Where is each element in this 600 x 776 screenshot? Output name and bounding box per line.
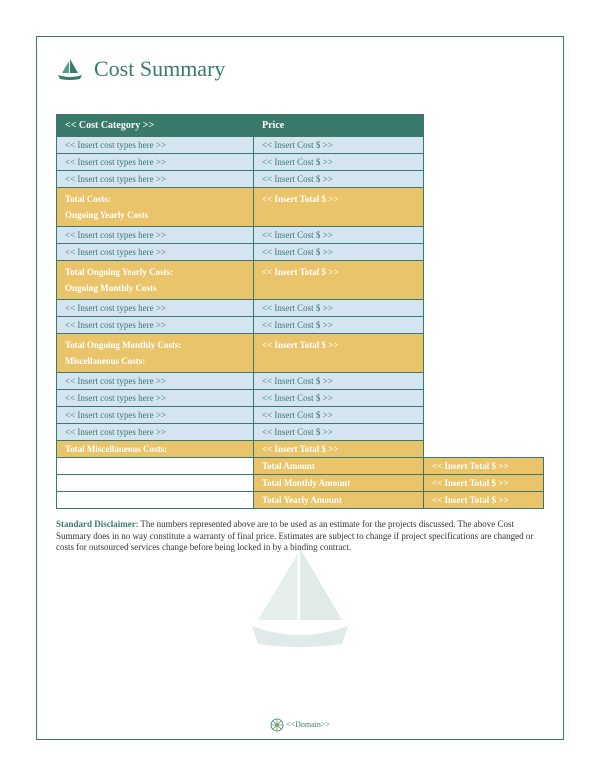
section-header-blank	[254, 207, 424, 227]
table-row: << Insert cost types here >><< Insert Co…	[57, 407, 544, 424]
summary-row: Total Amount<< Insert Total $ >>	[57, 458, 544, 475]
cost-type-cell: << Insert cost types here >>	[57, 300, 254, 317]
header-price: Price	[254, 115, 424, 137]
section-total-value: << Insert Total $ >>	[254, 188, 424, 208]
section-total-label: Total Ongoing Yearly Costs:	[57, 261, 254, 281]
cost-value-cell: << Insert Cost $ >>	[254, 227, 424, 244]
cost-type-cell: << Insert cost types here >>	[57, 227, 254, 244]
summary-value: << Insert Total $ >>	[424, 475, 544, 492]
disclaimer-title: Standard Disclaimer	[56, 519, 136, 529]
page-header: Cost Summary	[56, 56, 544, 82]
section-header-row: Ongoing Yearly Costs	[57, 207, 544, 227]
cost-value-cell: << Insert Cost $ >>	[254, 300, 424, 317]
cost-type-cell: << Insert cost types here >>	[57, 373, 254, 390]
section-header-label: Ongoing Yearly Costs	[57, 207, 254, 227]
page-content: Cost Summary << Cost Category >> Price <…	[56, 56, 544, 554]
cost-type-cell: << Insert cost types here >>	[57, 137, 254, 154]
section-total-value: << Insert Total $ >>	[254, 261, 424, 281]
summary-blank	[57, 458, 254, 475]
cost-type-cell: << Insert cost types here >>	[57, 154, 254, 171]
table-row: << Insert cost types here >><< Insert Co…	[57, 137, 544, 154]
cost-value-cell: << Insert Cost $ >>	[254, 424, 424, 441]
section-total-label: Total Miscellaneous Costs:	[57, 441, 254, 458]
cost-type-cell: << Insert cost types here >>	[57, 171, 254, 188]
summary-label: Total Amount	[254, 458, 424, 475]
sailboat-icon	[56, 57, 84, 81]
section-total-value: << Insert Total $ >>	[254, 334, 424, 354]
cost-value-cell: << Insert Cost $ >>	[254, 407, 424, 424]
table-row: << Insert cost types here >><< Insert Co…	[57, 171, 544, 188]
section-total-label: Total Ongoing Monthly Costs:	[57, 334, 254, 354]
table-row: << Insert cost types here >><< Insert Co…	[57, 373, 544, 390]
table-row: << Insert cost types here >><< Insert Co…	[57, 300, 544, 317]
section-header-label: Miscellaneous Costs:	[57, 353, 254, 373]
page-title: Cost Summary	[94, 56, 225, 82]
cost-value-cell: << Insert Cost $ >>	[254, 390, 424, 407]
summary-row: Total Yearly Amount<< Insert Total $ >>	[57, 492, 544, 509]
section-header-row: Ongoing Monthly Costs	[57, 280, 544, 300]
summary-row: Total Monthly Amount<< Insert Total $ >>	[57, 475, 544, 492]
summary-blank	[57, 475, 254, 492]
section-header-blank	[254, 353, 424, 373]
table-header-row: << Cost Category >> Price	[57, 115, 544, 137]
section-total-value: << Insert Total $ >>	[254, 441, 424, 458]
cost-type-cell: << Insert cost types here >>	[57, 244, 254, 261]
summary-label: Total Yearly Amount	[254, 492, 424, 509]
summary-value: << Insert Total $ >>	[424, 458, 544, 475]
cost-value-cell: << Insert Cost $ >>	[254, 171, 424, 188]
table-row: << Insert cost types here >><< Insert Co…	[57, 390, 544, 407]
section-total-row: Total Miscellaneous Costs:<< Insert Tota…	[57, 441, 544, 458]
cost-value-cell: << Insert Cost $ >>	[254, 317, 424, 334]
section-total-row: Total Ongoing Yearly Costs:<< Insert Tot…	[57, 261, 544, 281]
cost-summary-table: << Cost Category >> Price << Insert cost…	[56, 114, 544, 509]
table-row: << Insert cost types here >><< Insert Co…	[57, 227, 544, 244]
table-row: << Insert cost types here >><< Insert Co…	[57, 244, 544, 261]
table-row: << Insert cost types here >><< Insert Co…	[57, 424, 544, 441]
disclaimer-text: Standard Disclaimer: The numbers represe…	[56, 519, 544, 554]
summary-blank	[57, 492, 254, 509]
cost-type-cell: << Insert cost types here >>	[57, 317, 254, 334]
ornament-icon	[270, 718, 284, 732]
cost-value-cell: << Insert Cost $ >>	[254, 137, 424, 154]
table-row: << Insert cost types here >><< Insert Co…	[57, 317, 544, 334]
page-footer: <<Domain>>	[0, 718, 600, 732]
section-total-label: Total Costs:	[57, 188, 254, 208]
cost-type-cell: << Insert cost types here >>	[57, 390, 254, 407]
footer-text: <<Domain>>	[286, 720, 330, 729]
header-category: << Cost Category >>	[57, 115, 254, 137]
table-row: << Insert cost types here >><< Insert Co…	[57, 154, 544, 171]
summary-label: Total Monthly Amount	[254, 475, 424, 492]
section-header-label: Ongoing Monthly Costs	[57, 280, 254, 300]
section-total-row: Total Costs:<< Insert Total $ >>	[57, 188, 544, 208]
section-total-row: Total Ongoing Monthly Costs:<< Insert To…	[57, 334, 544, 354]
summary-value: << Insert Total $ >>	[424, 492, 544, 509]
cost-value-cell: << Insert Cost $ >>	[254, 154, 424, 171]
cost-value-cell: << Insert Cost $ >>	[254, 373, 424, 390]
cost-type-cell: << Insert cost types here >>	[57, 407, 254, 424]
cost-value-cell: << Insert Cost $ >>	[254, 244, 424, 261]
cost-type-cell: << Insert cost types here >>	[57, 424, 254, 441]
section-header-blank	[254, 280, 424, 300]
section-header-row: Miscellaneous Costs:	[57, 353, 544, 373]
